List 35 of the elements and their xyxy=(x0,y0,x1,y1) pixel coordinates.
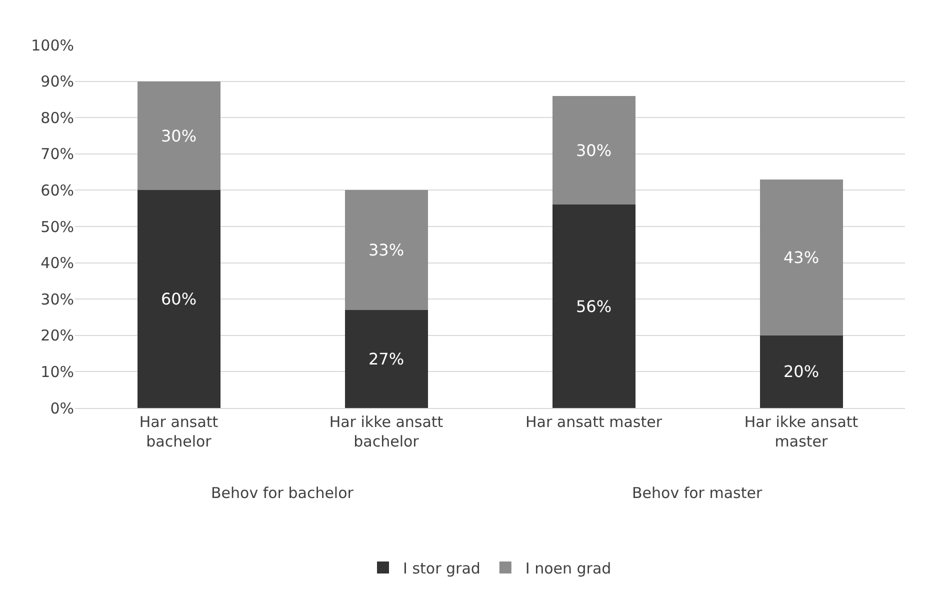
y-tick-label: 0% xyxy=(50,399,74,418)
y-tick-label: 100% xyxy=(31,36,74,54)
data-label: 60% xyxy=(160,290,197,309)
bar xyxy=(552,96,636,205)
bar xyxy=(137,190,220,408)
data-label: 43% xyxy=(783,248,820,267)
bar xyxy=(344,310,428,408)
bar xyxy=(760,335,843,408)
legend-label: I stor grad xyxy=(403,559,480,578)
y-tick-label: 80% xyxy=(40,108,74,127)
y-tick-label: 20% xyxy=(40,326,74,345)
y-tick-label: 70% xyxy=(40,145,74,164)
data-label: 20% xyxy=(783,362,820,382)
y-tick-label: 50% xyxy=(40,218,74,236)
data-label: 30% xyxy=(576,140,612,160)
bar xyxy=(137,81,220,190)
x-tick-label: Har ansatt bachelor xyxy=(139,413,218,450)
x-tick-label: Har ansatt master xyxy=(525,413,663,431)
y-tick-label: 10% xyxy=(40,362,74,381)
bar xyxy=(552,204,636,408)
data-label: 30% xyxy=(160,126,197,146)
legend-label: I noen grad xyxy=(525,559,612,578)
bar xyxy=(344,190,428,310)
data-label: 33% xyxy=(368,240,404,260)
y-tick-label: 30% xyxy=(40,290,74,308)
x-tick-label: Har ikke ansatt master xyxy=(744,413,858,450)
y-tick-label: 60% xyxy=(40,181,74,200)
bar xyxy=(760,179,843,336)
data-label: 56% xyxy=(576,296,612,316)
text: Behov for master xyxy=(632,484,763,502)
data-label: 27% xyxy=(368,349,404,368)
y-tick-label: 40% xyxy=(40,254,74,272)
text: Behov for bachelor xyxy=(211,484,354,502)
x-tick-label: Har ikke ansatt bachelor xyxy=(329,413,444,450)
y-tick-label: 90% xyxy=(40,72,74,91)
